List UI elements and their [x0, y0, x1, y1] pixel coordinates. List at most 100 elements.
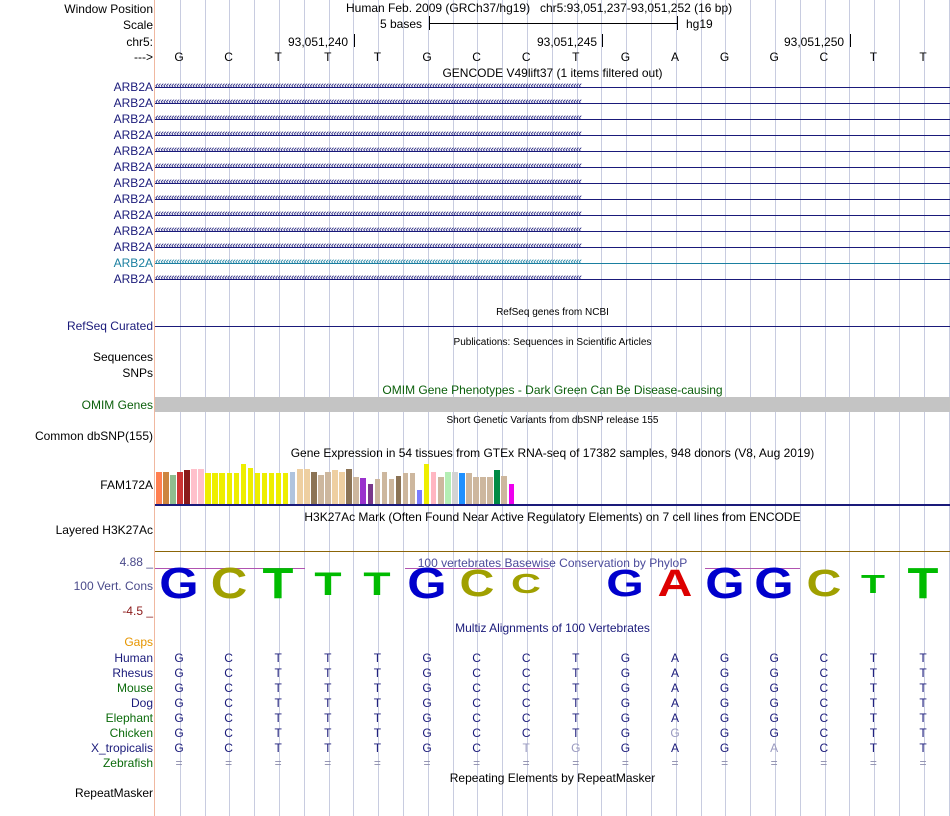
gencode-transcript-line[interactable]: ‹‹‹‹‹‹‹‹‹‹‹‹‹‹‹‹‹‹‹‹‹‹‹‹‹‹‹‹‹‹‹‹‹‹‹‹‹‹‹‹… — [155, 192, 950, 206]
gtex-tissue-bar[interactable] — [466, 473, 472, 504]
gtex-tissue-bar[interactable] — [353, 477, 359, 504]
gencode-gene-label[interactable]: ARB2A — [113, 272, 153, 286]
omim-gene-bar[interactable] — [155, 397, 950, 412]
gtex-tissue-bar[interactable] — [170, 475, 176, 504]
conservation-track-label[interactable]: 100 Vert. Cons — [73, 579, 153, 593]
gtex-tissue-bar[interactable] — [367, 484, 373, 504]
gencode-gene-label[interactable]: ARB2A — [113, 208, 153, 222]
gtex-tissue-bar[interactable] — [402, 473, 409, 504]
gencode-transcript-line[interactable]: ‹‹‹‹‹‹‹‹‹‹‹‹‹‹‹‹‹‹‹‹‹‹‹‹‹‹‹‹‹‹‹‹‹‹‹‹‹‹‹‹… — [155, 272, 950, 286]
gtex-tissue-bar[interactable] — [480, 477, 486, 504]
gtex-tissue-bar[interactable] — [339, 472, 345, 504]
gencode-gene-label[interactable]: ARB2A — [113, 192, 153, 206]
species-label[interactable]: Zebrafish — [102, 756, 153, 770]
gtex-tissue-bar[interactable] — [205, 473, 211, 504]
gencode-gene-label[interactable]: ARB2A — [113, 80, 153, 94]
gtex-tissue-bar[interactable] — [318, 475, 324, 504]
gtex-tissue-bar[interactable] — [374, 479, 380, 504]
gtex-tissue-bar[interactable] — [282, 473, 289, 504]
gencode-transcript-line[interactable]: ‹‹‹‹‹‹‹‹‹‹‹‹‹‹‹‹‹‹‹‹‹‹‹‹‹‹‹‹‹‹‹‹‹‹‹‹‹‹‹‹… — [155, 208, 950, 222]
gencode-gene-label[interactable]: ARB2A — [113, 144, 153, 158]
gtex-tissue-bar[interactable] — [240, 464, 247, 504]
refseq-gene-line[interactable] — [155, 326, 950, 327]
gtex-tissue-bar[interactable] — [191, 469, 197, 504]
gtex-tissue-bar[interactable] — [360, 478, 366, 504]
gtex-tissue-bar[interactable] — [219, 473, 225, 504]
gtex-tissue-bar[interactable] — [459, 473, 465, 504]
gtex-tissue-bar[interactable] — [473, 477, 479, 504]
gencode-transcript-line[interactable]: ‹‹‹‹‹‹‹‹‹‹‹‹‹‹‹‹‹‹‹‹‹‹‹‹‹‹‹‹‹‹‹‹‹‹‹‹‹‹‹‹… — [155, 160, 950, 174]
gtex-tissue-bar[interactable] — [501, 476, 507, 504]
gtex-gene-label[interactable]: FAM172A — [100, 478, 153, 492]
species-label[interactable]: Chicken — [109, 726, 153, 740]
refseq-track-label[interactable]: RefSeq Curated — [66, 319, 153, 333]
gtex-tissue-bar[interactable] — [261, 473, 268, 504]
gtex-tissue-bar[interactable] — [247, 468, 254, 504]
gtex-tissue-bar[interactable] — [445, 472, 451, 504]
gtex-tissue-bar[interactable] — [163, 472, 169, 504]
gencode-gene-label[interactable]: ARB2A — [113, 256, 153, 270]
repeatmasker-track-label[interactable]: RepeatMasker — [74, 786, 153, 800]
gtex-tissue-bar[interactable] — [409, 473, 416, 504]
gtex-tissue-bar[interactable] — [430, 472, 437, 504]
gtex-tissue-bar[interactable] — [332, 470, 338, 504]
gencode-gene-label[interactable]: ARB2A — [113, 240, 153, 254]
gtex-tissue-bar[interactable] — [452, 472, 458, 504]
gtex-tissue-bar[interactable] — [198, 469, 204, 504]
gtex-tissue-bar[interactable] — [311, 472, 317, 504]
gtex-tissue-bar[interactable] — [423, 464, 430, 504]
gencode-gene-label[interactable]: ARB2A — [113, 224, 153, 238]
species-label[interactable]: Rhesus — [112, 666, 153, 680]
gtex-tissue-bar[interactable] — [184, 470, 190, 504]
gtex-expression-bars[interactable] — [155, 459, 535, 504]
gtex-tissue-bar[interactable] — [275, 473, 282, 504]
gencode-transcript-line[interactable]: ‹‹‹‹‹‹‹‹‹‹‹‹‹‹‹‹‹‹‹‹‹‹‹‹‹‹‹‹‹‹‹‹‹‹‹‹‹‹‹‹… — [155, 240, 950, 254]
gencode-transcript-line[interactable]: ‹‹‹‹‹‹‹‹‹‹‹‹‹‹‹‹‹‹‹‹‹‹‹‹‹‹‹‹‹‹‹‹‹‹‹‹‹‹‹‹… — [155, 176, 950, 190]
gtex-tissue-bar[interactable] — [494, 470, 500, 504]
species-label[interactable]: Elephant — [105, 711, 153, 725]
gtex-tissue-bar[interactable] — [268, 473, 275, 504]
gencode-transcript-line[interactable]: ‹‹‹‹‹‹‹‹‹‹‹‹‹‹‹‹‹‹‹‹‹‹‹‹‹‹‹‹‹‹‹‹‹‹‹‹‹‹‹‹… — [155, 144, 950, 158]
gtex-tissue-bar[interactable] — [304, 469, 310, 504]
gtex-tissue-bar[interactable] — [297, 469, 303, 504]
species-label[interactable]: Dog — [130, 696, 153, 710]
gtex-tissue-bar[interactable] — [346, 469, 352, 504]
gtex-tissue-bar[interactable] — [487, 477, 493, 504]
omim-track-label[interactable]: OMIM Genes — [81, 398, 153, 412]
gtex-tissue-bar[interactable] — [233, 473, 239, 504]
gencode-gene-label[interactable]: ARB2A — [113, 112, 153, 126]
sequences-track-label[interactable]: Sequences — [92, 350, 153, 364]
species-label[interactable]: Mouse — [116, 681, 153, 695]
gencode-transcript-line[interactable]: ‹‹‹‹‹‹‹‹‹‹‹‹‹‹‹‹‹‹‹‹‹‹‹‹‹‹‹‹‹‹‹‹‹‹‹‹‹‹‹‹… — [155, 224, 950, 238]
gencode-transcript-line[interactable]: ‹‹‹‹‹‹‹‹‹‹‹‹‹‹‹‹‹‹‹‹‹‹‹‹‹‹‹‹‹‹‹‹‹‹‹‹‹‹‹‹… — [155, 256, 950, 270]
gencode-transcript-line[interactable]: ‹‹‹‹‹‹‹‹‹‹‹‹‹‹‹‹‹‹‹‹‹‹‹‹‹‹‹‹‹‹‹‹‹‹‹‹‹‹‹‹… — [155, 80, 950, 94]
species-label[interactable]: X_tropicalis — [90, 741, 153, 755]
snps-track-label[interactable]: SNPs — [122, 366, 153, 380]
gtex-tissue-bar[interactable] — [212, 473, 218, 504]
gencode-gene-label[interactable]: ARB2A — [113, 176, 153, 190]
gtex-tissue-bar[interactable] — [156, 472, 162, 504]
gtex-tissue-bar[interactable] — [226, 473, 232, 504]
gtex-tissue-bar[interactable] — [438, 477, 444, 504]
gtex-tissue-bar[interactable] — [289, 472, 296, 504]
gtex-tissue-bar[interactable] — [381, 472, 388, 504]
gtex-tissue-bar[interactable] — [325, 472, 331, 504]
gtex-tissue-bar[interactable] — [177, 472, 183, 504]
gtex-tissue-bar[interactable] — [508, 484, 514, 504]
gencode-transcript-line[interactable]: ‹‹‹‹‹‹‹‹‹‹‹‹‹‹‹‹‹‹‹‹‹‹‹‹‹‹‹‹‹‹‹‹‹‹‹‹‹‹‹‹… — [155, 128, 950, 142]
gtex-tissue-bar[interactable] — [254, 473, 261, 504]
gtex-tissue-bar[interactable] — [388, 479, 395, 504]
gencode-gene-label[interactable]: ARB2A — [113, 160, 153, 174]
gencode-transcript-line[interactable]: ‹‹‹‹‹‹‹‹‹‹‹‹‹‹‹‹‹‹‹‹‹‹‹‹‹‹‹‹‹‹‹‹‹‹‹‹‹‹‹‹… — [155, 96, 950, 110]
dbsnp-track-label[interactable]: Common dbSNP(155) — [34, 429, 153, 443]
species-label[interactable]: Human — [114, 651, 153, 665]
gencode-transcript-line[interactable]: ‹‹‹‹‹‹‹‹‹‹‹‹‹‹‹‹‹‹‹‹‹‹‹‹‹‹‹‹‹‹‹‹‹‹‹‹‹‹‹‹… — [155, 112, 950, 126]
gtex-tissue-bar[interactable] — [395, 476, 402, 504]
gtex-tissue-bar[interactable] — [416, 490, 423, 504]
gencode-gene-label[interactable]: ARB2A — [113, 96, 153, 110]
gaps-track-label[interactable]: Gaps — [124, 635, 153, 649]
h3k27ac-track-label[interactable]: Layered H3K27Ac — [55, 523, 153, 537]
gencode-gene-label[interactable]: ARB2A — [113, 128, 153, 142]
